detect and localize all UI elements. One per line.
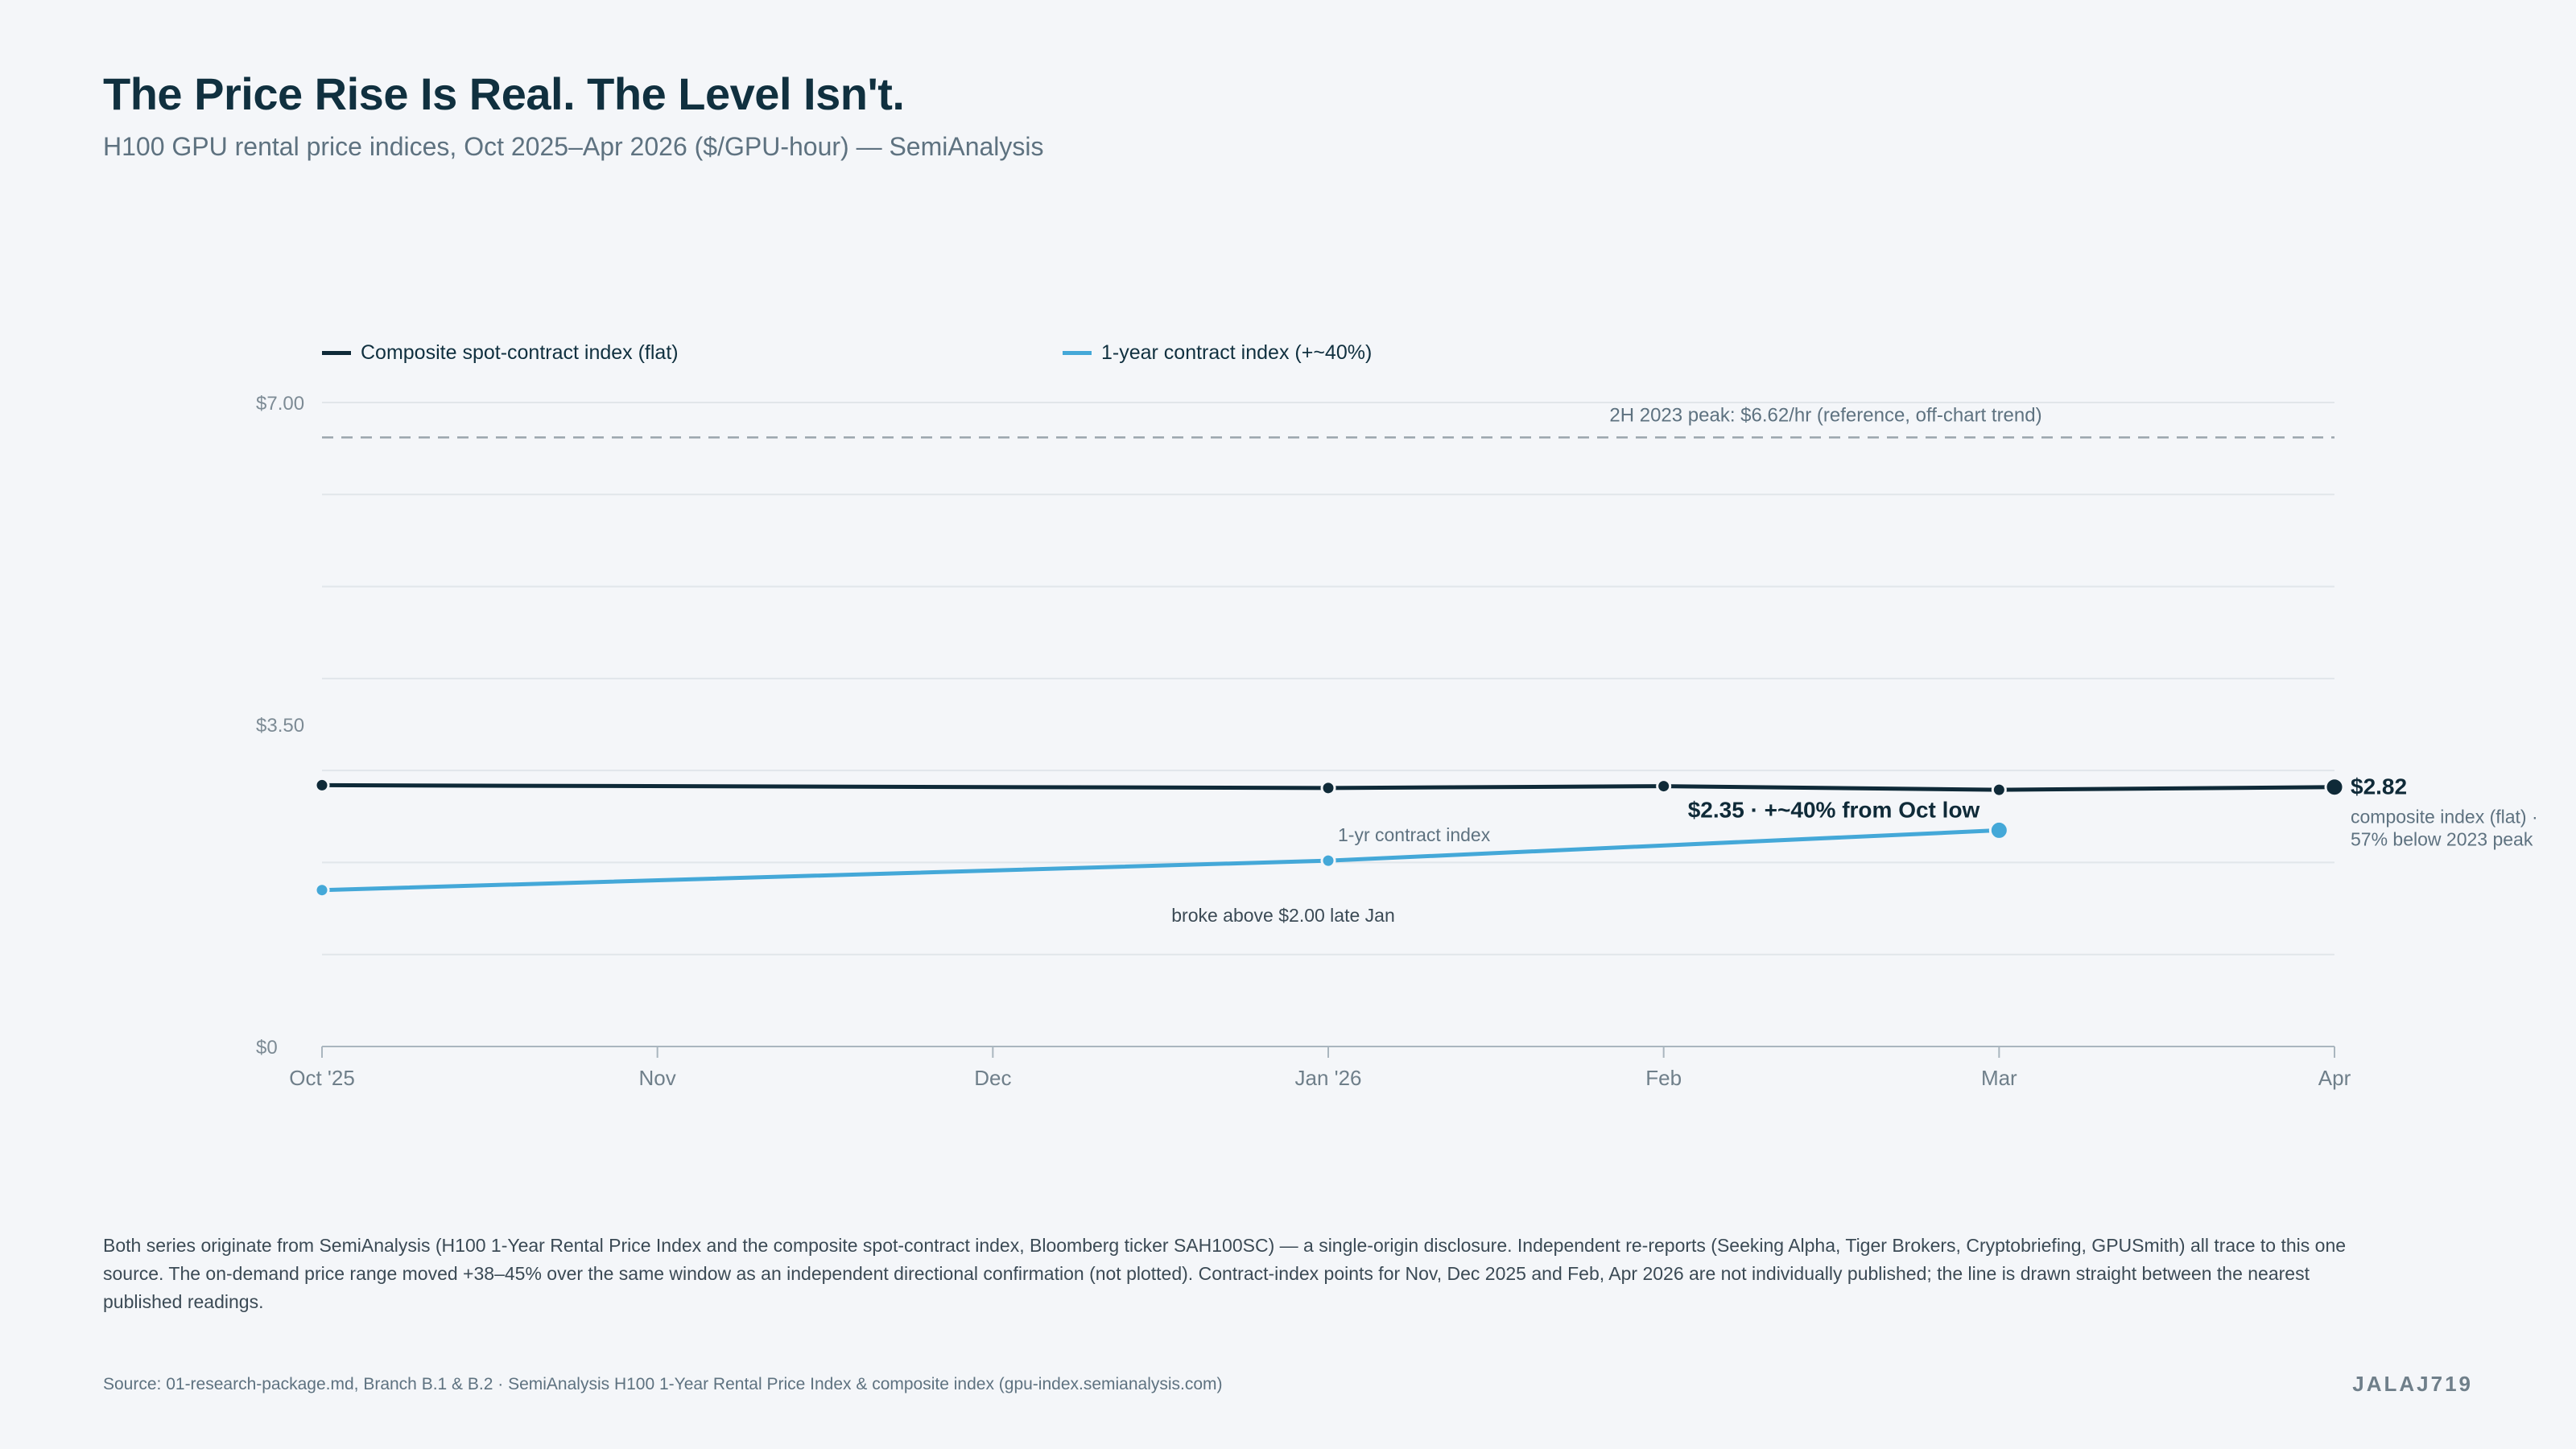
series-line-contract (321, 828, 2000, 893)
data-point-composite-0 (314, 777, 330, 793)
legend-item-contract: 1-year contract index (+~40%) (1063, 341, 1372, 365)
reference-line-label: 2H 2023 peak: $6.62/hr (reference, off-c… (1609, 404, 2041, 426)
legend-item-composite: Composite spot-contract index (flat) (322, 341, 679, 365)
data-point-composite-4 (2324, 777, 2345, 798)
source-note: Source: 01-research-package.md, Branch B… (103, 1375, 1223, 1393)
legend-swatch-composite (322, 351, 351, 355)
y-tick-label-2: $7.00 (256, 393, 304, 415)
legend-swatch-contract (1063, 351, 1092, 355)
composite-end-note-line-2: 57% below 2023 peak (2351, 829, 2533, 850)
legend-label-contract: 1-year contract index (+~40%) (1101, 341, 1373, 364)
data-point-composite-3 (1991, 782, 2007, 798)
x-tick-label-2: Dec (974, 1066, 1011, 1090)
contract-series-label: 1-yr contract index (1338, 824, 1491, 845)
data-point-contract-1 (1320, 852, 1336, 869)
contract-mar-value-label: $2.35 · +~40% from Oct low (1688, 797, 1980, 822)
x-tick-label-0: Oct '25 (289, 1066, 355, 1090)
data-point-contract-0 (314, 882, 330, 898)
data-point-composite-1 (1320, 780, 1336, 796)
x-tick-label-6: Apr (2318, 1066, 2351, 1090)
composite-end-value-label: $2.82 (2351, 774, 2407, 799)
composite-end-note-line-1: composite index (flat) · (2351, 807, 2538, 828)
chart-title: The Price Rise Is Real. The Level Isn't. (103, 68, 905, 119)
data-point-contract-2 (1988, 819, 2009, 840)
brand-mark: JALAJ719 (2352, 1372, 2473, 1396)
x-tick-label-1: Nov (639, 1066, 676, 1090)
x-tick-label-3: Jan '26 (1294, 1066, 1361, 1090)
contract-jan-note: broke above $2.00 late Jan (1171, 905, 1394, 926)
chart-subtitle: H100 GPU rental price indices, Oct 2025–… (103, 132, 1044, 161)
y-tick-label-0: $0 (256, 1037, 278, 1059)
x-tick-label-5: Mar (1981, 1066, 2017, 1090)
x-tick-label-4: Feb (1645, 1066, 1682, 1090)
legend-label-composite: Composite spot-contract index (flat) (361, 341, 679, 364)
data-point-composite-2 (1656, 778, 1672, 795)
y-tick-label-1: $3.50 (256, 715, 304, 737)
footnote: Both series originate from SemiAnalysis … (103, 1235, 2347, 1312)
